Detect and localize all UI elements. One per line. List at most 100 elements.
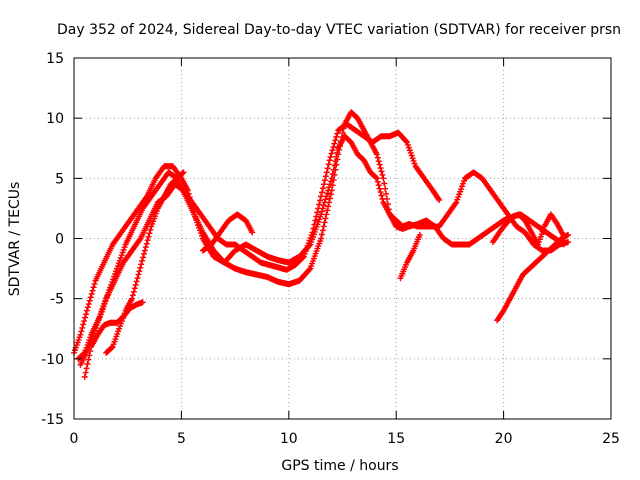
data-point [372, 174, 379, 181]
data-point [319, 185, 326, 192]
data-point [108, 344, 115, 351]
data-point [83, 307, 90, 314]
data-point [337, 138, 344, 145]
data-point [377, 189, 384, 196]
y-axis-ticks: -15 -10 -5 0 5 10 15 [41, 51, 611, 428]
data-point [139, 299, 146, 306]
data-point [338, 134, 345, 141]
data-point [139, 257, 146, 264]
data-point [140, 250, 147, 257]
series-track-f [199, 211, 256, 254]
data-point [88, 290, 95, 297]
data-point [130, 288, 137, 295]
data-point [146, 230, 153, 237]
data-point [136, 268, 143, 275]
data-point [85, 301, 92, 308]
data-point [147, 226, 154, 233]
data-point [87, 294, 94, 301]
data-point [318, 235, 325, 242]
data-point [179, 170, 186, 177]
data-point [314, 209, 321, 216]
data-point [318, 208, 325, 215]
data-point [329, 182, 336, 189]
data-point [328, 187, 335, 194]
data-point [321, 177, 328, 184]
data-point [315, 205, 322, 212]
series-track-i [494, 231, 572, 324]
series-track-c [77, 121, 443, 368]
data-point [330, 143, 337, 150]
x-tick-label: 0 [70, 431, 79, 447]
y-tick-label: -5 [50, 292, 64, 308]
x-axis-label: GPS time / hours [281, 458, 398, 474]
data-point [137, 264, 144, 271]
y-tick-label: 5 [55, 171, 64, 187]
data-point [334, 130, 341, 137]
data-point [332, 137, 339, 144]
data-point [311, 221, 318, 228]
series-track-g [397, 231, 423, 282]
data-point [336, 146, 343, 153]
data-point [131, 285, 138, 292]
data-point [138, 261, 145, 268]
data-point [324, 190, 331, 197]
data-point [384, 201, 391, 208]
y-tick-label: -10 [41, 352, 64, 368]
data-point [134, 275, 141, 282]
data-point [328, 150, 335, 157]
data-point [82, 314, 89, 321]
data-point [316, 201, 323, 208]
data-point [83, 365, 90, 372]
data-point [327, 153, 334, 160]
data-point [86, 352, 93, 359]
data-point [327, 178, 334, 185]
x-tick-label: 20 [495, 431, 513, 447]
data-point [132, 281, 139, 288]
data-point [319, 227, 326, 234]
data-point [82, 311, 89, 318]
data-point [378, 168, 385, 175]
data-point [322, 215, 329, 222]
data-point [381, 180, 388, 187]
data-point [133, 278, 140, 285]
x-tick-label: 15 [387, 431, 405, 447]
x-tick-label: 10 [280, 431, 298, 447]
data-point [128, 295, 135, 302]
data-point [335, 151, 342, 158]
x-tick-label: 25 [602, 431, 620, 447]
data-point [333, 133, 340, 140]
data-point [383, 190, 390, 197]
data-point [249, 229, 256, 236]
data-point [331, 171, 338, 178]
data-point [143, 240, 150, 247]
data-point [565, 231, 572, 238]
data-point [145, 233, 152, 240]
data-point [142, 244, 149, 251]
data-point [320, 223, 327, 230]
data-point [332, 166, 339, 173]
data-point [374, 154, 381, 161]
data-point [81, 318, 88, 325]
data-point [306, 266, 313, 273]
data-point [436, 196, 443, 203]
data-point [84, 360, 91, 367]
data-point [560, 233, 567, 240]
data-point [323, 193, 330, 200]
data-point [326, 181, 333, 188]
data-point [326, 199, 333, 206]
series-track-h [436, 169, 572, 254]
y-tick-label: -15 [41, 412, 64, 428]
data-point [375, 158, 382, 165]
data-point [135, 271, 142, 278]
data-point [79, 324, 86, 331]
data-point [321, 219, 328, 226]
data-point [373, 175, 380, 182]
data-point [331, 140, 338, 147]
data-point [77, 331, 84, 338]
x-axis-ticks: 0 5 10 15 20 25 [70, 58, 620, 447]
data-point [322, 196, 329, 203]
data-point [82, 369, 89, 376]
data-point [326, 184, 333, 191]
data-point [337, 142, 344, 149]
